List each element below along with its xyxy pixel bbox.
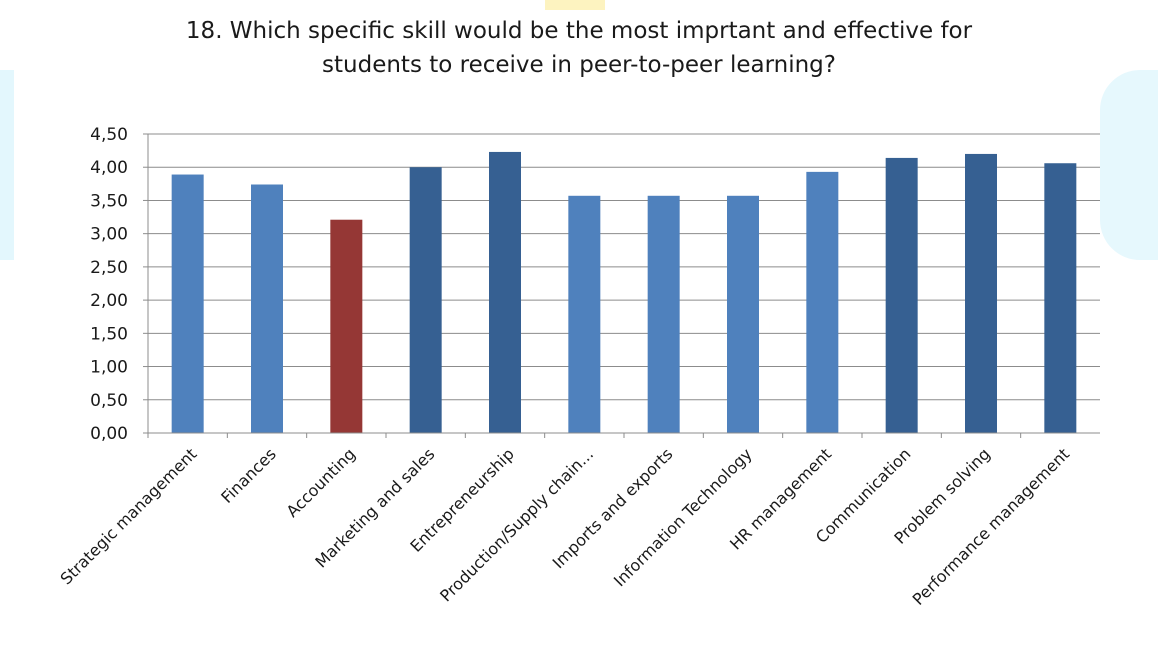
chart-title: 18. Which specific skill would be the mo… [0, 14, 1158, 82]
bar [568, 195, 601, 433]
y-tick-label: 3,00 [90, 225, 128, 245]
x-tick-label: Strategic management [57, 444, 201, 588]
chart-title-line-2: students to receive in peer-to-peer lear… [322, 52, 836, 78]
y-tick-label: 2,00 [90, 291, 128, 311]
bar [727, 195, 759, 433]
bar [806, 171, 839, 433]
bar [330, 219, 363, 433]
bar [885, 157, 918, 434]
bar [251, 184, 283, 433]
bar [489, 151, 521, 433]
y-tick-label: 4,50 [90, 125, 128, 145]
bar [171, 174, 204, 433]
x-tick-label: Performance management [909, 444, 1074, 609]
bar [965, 153, 997, 433]
y-tick-label: 0,00 [90, 424, 128, 444]
y-tick-label: 0,50 [90, 391, 128, 411]
x-tick-label: Information Technology [610, 444, 756, 590]
x-tick-label: Production/Supply chain... [436, 444, 597, 605]
x-tick-label: Finances [217, 444, 280, 507]
chart-title-line-1: 18. Which specific skill would be the mo… [185, 18, 973, 44]
y-tick-label: 2,50 [90, 258, 128, 278]
y-tick-label: 1,00 [90, 358, 128, 378]
y-tick-label: 4,00 [90, 158, 128, 178]
y-tick-label: 1,50 [90, 324, 128, 344]
bar [647, 195, 680, 433]
bar [1044, 163, 1077, 434]
x-tick-label: Accounting [283, 444, 360, 521]
bar [409, 167, 442, 433]
y-tick-label: 3,50 [90, 191, 128, 211]
